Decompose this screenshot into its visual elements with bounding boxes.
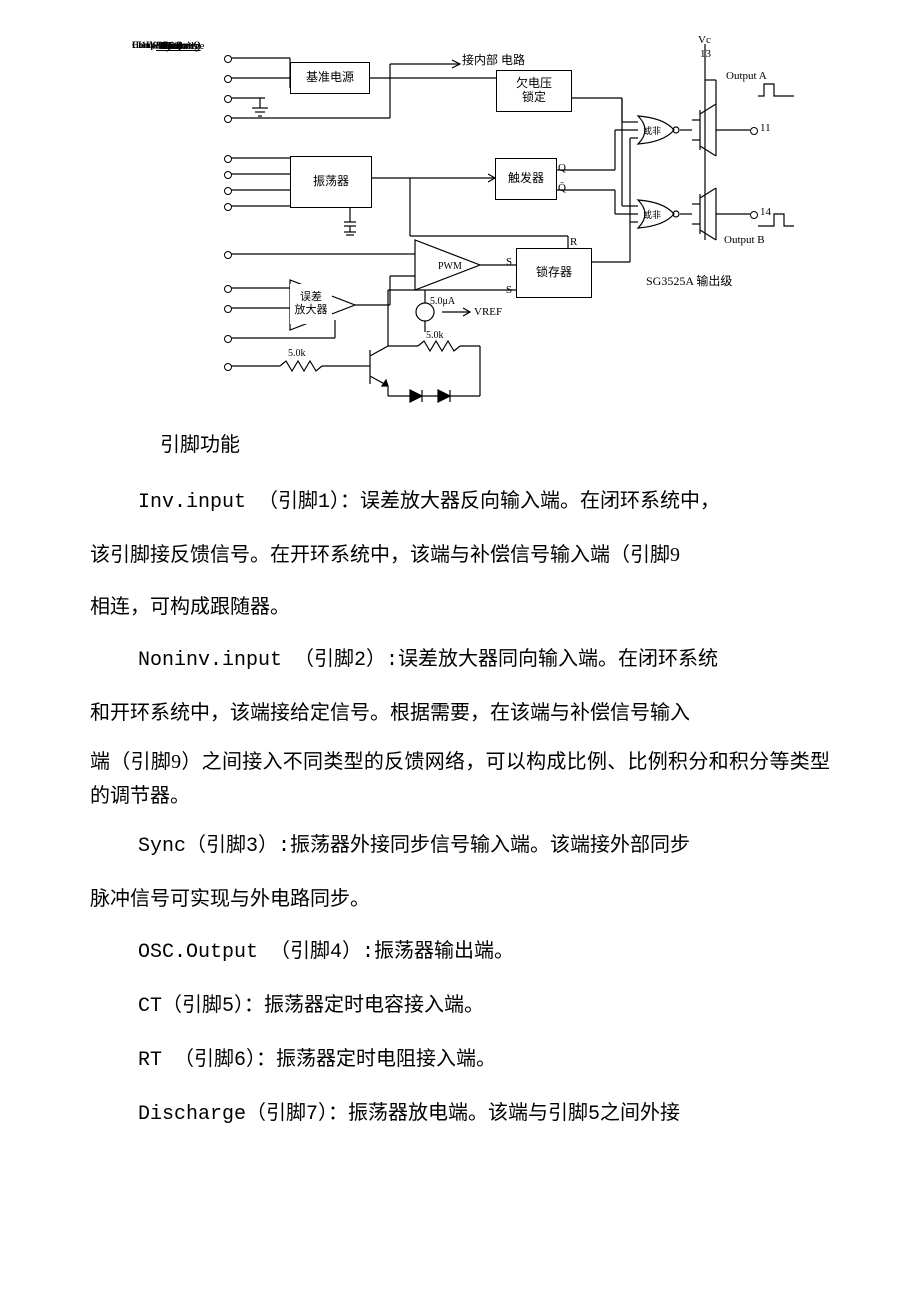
para-discharge: Discharge（引脚7）：振荡器放电端。该端与引脚5之间外接 xyxy=(90,1093,830,1135)
para-noninv-1: Noninv.input （引脚2）:误差放大器同向输入端。在闭环系统 xyxy=(90,639,830,681)
pin-vc-num: 13 xyxy=(700,48,711,60)
label-output-b: Output B xyxy=(724,234,765,246)
para-noninv-2: 和开环系统中，该端接给定信号。根据需要，在该端与补偿信号输入 xyxy=(90,693,830,733)
para-osc-out: OSC.Output （引脚4）:振荡器输出端。 xyxy=(90,931,830,973)
box-latch: 锁存器 xyxy=(516,248,592,298)
label-internal: 接内部 电路 xyxy=(462,54,525,67)
label-s2: S xyxy=(506,284,512,296)
para-inv-2: 该引脚接反馈信号。在开环系统中，该端与补偿信号输入端（引脚9 xyxy=(90,535,830,575)
pin-shutdown-num: 10 xyxy=(160,40,171,52)
label-nor2: 或非 xyxy=(643,208,661,221)
label-output-stage: SG3525A 输出级 xyxy=(646,272,732,289)
para-sync-2: 脉冲信号可实现与外电路同步。 xyxy=(90,879,830,919)
heading-pin-functions: 引脚功能 xyxy=(160,428,830,457)
label-q: Q xyxy=(558,162,566,174)
box-err-amp: 误差 放大器 xyxy=(290,284,332,324)
para-inv-3: 相连，可构成跟随器。 xyxy=(90,587,830,627)
wiring: PWM - + xyxy=(160,40,800,410)
box-ff: 触发器 xyxy=(495,158,557,200)
label-r: R xyxy=(570,236,577,248)
label-5ua: 5.0μA xyxy=(430,296,455,307)
box-uvlo: 欠电压 锁定 xyxy=(496,70,572,112)
para-rt: RT （引脚6）：振荡器定时电阻接入端。 xyxy=(90,1039,830,1081)
label-s1: S xyxy=(506,256,512,268)
pin-outb-num: 14 xyxy=(760,206,771,218)
label-r1: 5.0k xyxy=(288,348,306,359)
para-sync-1: Sync（引脚3）:振荡器外接同步信号输入端。该端接外部同步 xyxy=(90,825,830,867)
label-output-a: Output A xyxy=(726,70,767,82)
para-inv-1: Inv.input （引脚1）：误差放大器反向输入端。在闭环系统中， xyxy=(90,481,830,523)
label-vc: Vc xyxy=(698,34,711,46)
pin-outa-num: 11 xyxy=(760,122,771,134)
label-r2: 5.0k xyxy=(426,330,444,341)
para-ct: CT（引脚5）：振荡器定时电容接入端。 xyxy=(90,985,830,1027)
label-vref: VREF xyxy=(474,306,502,318)
box-osc: 振荡器 xyxy=(290,156,372,208)
label-nor1: 或非 xyxy=(643,124,661,137)
svg-text:PWM: PWM xyxy=(438,261,462,272)
para-noninv-3: 端（引脚9）之间接入不同类型的反馈网络，可以构成比例、比例积分和积分等类型的调节… xyxy=(90,745,830,813)
block-diagram: PWM - + xyxy=(160,40,830,410)
box-ref-supply: 基准电源 xyxy=(290,62,370,94)
label-qbar: Q̄ xyxy=(558,182,566,194)
